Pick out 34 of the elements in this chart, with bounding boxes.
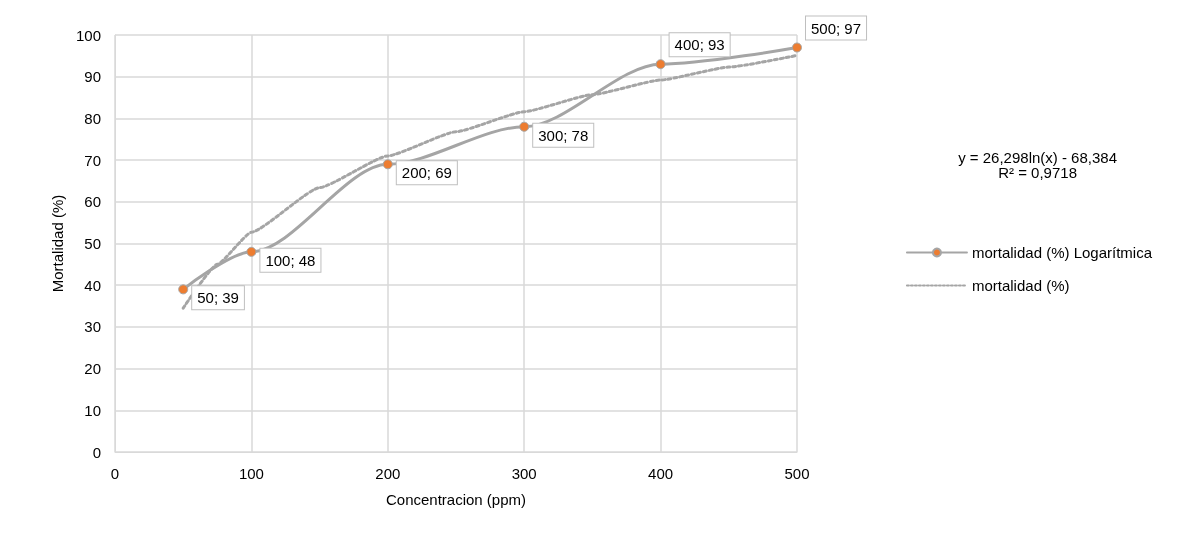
point [655,59,666,70]
point [519,121,530,132]
text: y = 26,298ln(x) - 68,384 R² = 0,9718 [958,149,1118,181]
data-label: 500; 97 [811,19,862,37]
legend-label: mortalidad (%) [971,277,1070,294]
point [792,42,802,53]
x-axis-title: Concentracion (ppm) [385,491,527,508]
point [178,284,189,295]
legend-label: mortalidad (%) Logarítmica [971,244,1153,261]
y-tick-label: 80 [84,109,101,127]
x-tick-label: 300 [511,465,537,482]
y-tick-label: 90 [84,68,101,86]
y-tick-label: 50 [84,235,101,252]
y-tick-label: 30 [84,318,101,336]
y-tick-label: 100 [75,26,101,44]
data-label: 400; 93 [674,36,725,54]
y-tick-label: 40 [84,276,101,294]
x-tick-label: 500 [784,465,810,482]
data-label: 50; 39 [197,289,239,307]
point [246,246,257,257]
y-tick-label: 20 [84,360,101,378]
x-tick-label: 400 [648,465,674,482]
y-tick-label: 70 [84,151,101,169]
y-tick-label: 0 [92,443,101,461]
y-axis-title: Mortalidad (%) [49,194,66,293]
data-label: 300; 78 [538,126,589,144]
point [382,159,393,170]
y-tick-label: 10 [84,401,101,419]
y-tick-label: 60 [84,193,101,211]
data-label: 200; 69 [401,164,452,182]
x-tick-label: 0 [110,465,120,482]
x-tick-label: 100 [238,465,264,482]
data-label: 100; 48 [265,251,316,269]
x-tick-label: 200 [375,465,401,482]
